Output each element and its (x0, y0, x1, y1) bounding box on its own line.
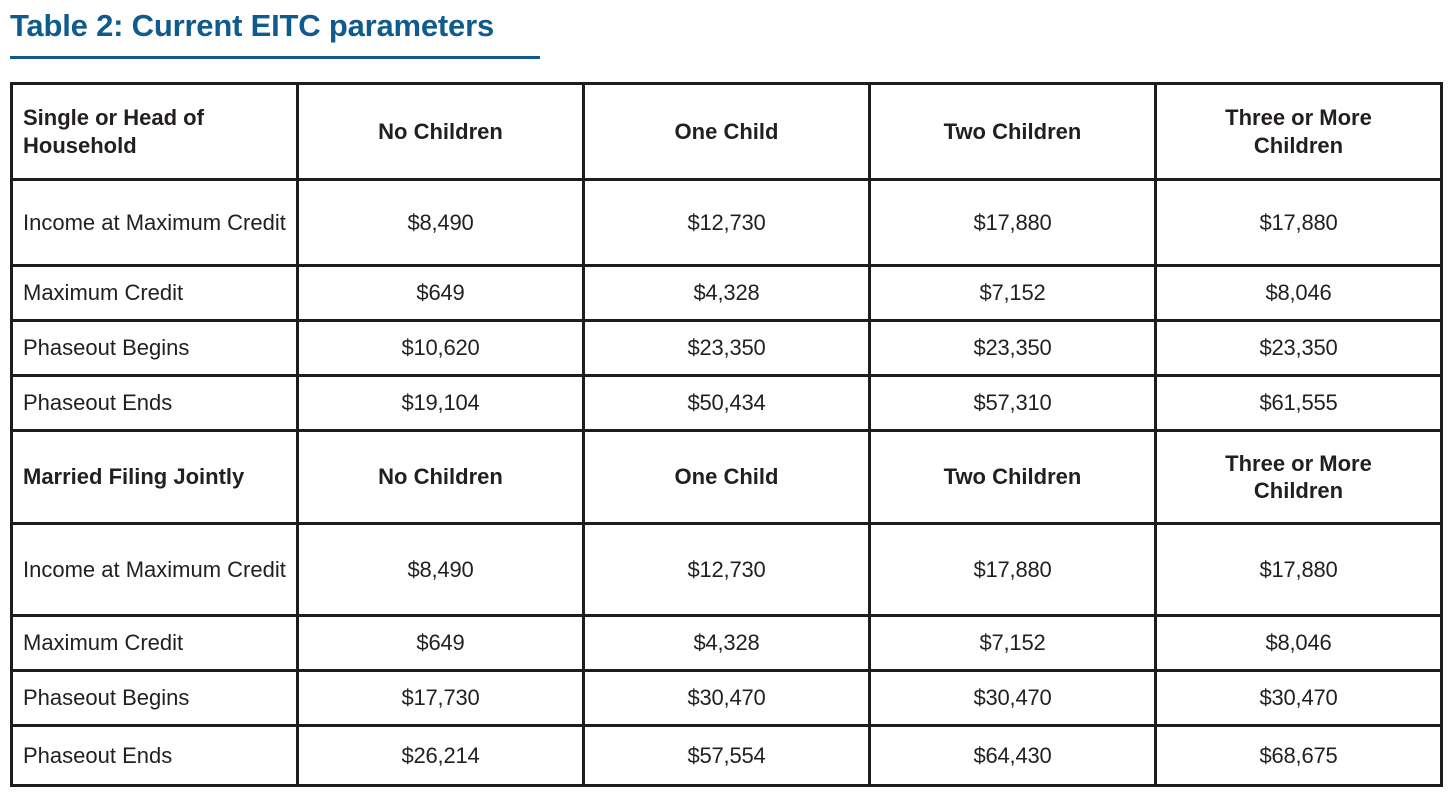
value-cell: $68,675 (1154, 724, 1443, 787)
value-cell: $8,490 (296, 178, 585, 267)
value-cell: $649 (296, 614, 585, 672)
table-row: Phaseout Begins $17,730 $30,470 $30,470 $30,… (10, 669, 1443, 727)
table-row: Maximum Credit $649 $4,328 $7,152 $8,046 (10, 264, 1443, 322)
value-cell: $19,104 (296, 374, 585, 432)
value-cell: $23,350 (1154, 319, 1443, 377)
title-underline (10, 56, 540, 59)
row-label-cell: Maximum Credit (10, 614, 299, 672)
value-cell: $12,730 (582, 522, 871, 617)
column-header-cell: Three or More Children (1154, 429, 1443, 525)
row-label-cell: Income at Maximum Credit (10, 178, 299, 267)
value-cell: $23,350 (582, 319, 871, 377)
page-title: Table 2: Current EITC parameters (10, 8, 494, 43)
value-cell: $17,730 (296, 669, 585, 727)
column-header-cell: No Children (296, 82, 585, 181)
eitc-table: Single or Head of Household No Children On… (10, 82, 1443, 787)
value-cell: $17,880 (868, 178, 1157, 267)
row-label-cell: Maximum Credit (10, 264, 299, 322)
section-header-row: Single or Head of Household No Children On… (10, 82, 1443, 181)
row-label-cell: Phaseout Ends (10, 374, 299, 432)
table-row: Phaseout Ends $26,214 $57,554 $64,430 $68,67… (10, 724, 1443, 787)
table-row: Income at Maximum Credit $8,490 $12,730 $17… (10, 178, 1443, 267)
value-cell: $7,152 (868, 264, 1157, 322)
value-cell: $649 (296, 264, 585, 322)
value-cell: $61,555 (1154, 374, 1443, 432)
section-label-cell: Married Filing Jointly (10, 429, 299, 525)
table-row: Maximum Credit $649 $4,328 $7,152 $8,046 (10, 614, 1443, 672)
value-cell: $12,730 (582, 178, 871, 267)
value-cell: $30,470 (582, 669, 871, 727)
value-cell: $23,350 (868, 319, 1157, 377)
value-cell: $30,470 (868, 669, 1157, 727)
value-cell: $8,046 (1154, 264, 1443, 322)
value-cell: $64,430 (868, 724, 1157, 787)
value-cell: $8,046 (1154, 614, 1443, 672)
row-label-cell: Phaseout Ends (10, 724, 299, 787)
row-label-cell: Phaseout Begins (10, 319, 299, 377)
table-row: Phaseout Ends $19,104 $50,434 $57,310 $61,55… (10, 374, 1443, 432)
column-header-cell: Two Children (868, 82, 1157, 181)
column-header-cell: One Child (582, 429, 871, 525)
value-cell: $17,880 (1154, 522, 1443, 617)
value-cell: $4,328 (582, 614, 871, 672)
value-cell: $26,214 (296, 724, 585, 787)
column-header-cell: Three or More Children (1154, 82, 1443, 181)
value-cell: $17,880 (868, 522, 1157, 617)
column-header-cell: No Children (296, 429, 585, 525)
value-cell: $8,490 (296, 522, 585, 617)
value-cell: $57,554 (582, 724, 871, 787)
value-cell: $30,470 (1154, 669, 1443, 727)
value-cell: $10,620 (296, 319, 585, 377)
value-cell: $57,310 (868, 374, 1157, 432)
value-cell: $7,152 (868, 614, 1157, 672)
section-header-row: Married Filing Jointly No Children One Chi… (10, 429, 1443, 525)
section-label-cell: Single or Head of Household (10, 82, 299, 181)
row-label-cell: Income at Maximum Credit (10, 522, 299, 617)
column-header-cell: One Child (582, 82, 871, 181)
table-row: Phaseout Begins $10,620 $23,350 $23,350 $23,… (10, 319, 1443, 377)
value-cell: $50,434 (582, 374, 871, 432)
value-cell: $17,880 (1154, 178, 1443, 267)
table-row: Income at Maximum Credit $8,490 $12,730 $17… (10, 522, 1443, 617)
value-cell: $4,328 (582, 264, 871, 322)
column-header-cell: Two Children (868, 429, 1157, 525)
row-label-cell: Phaseout Begins (10, 669, 299, 727)
